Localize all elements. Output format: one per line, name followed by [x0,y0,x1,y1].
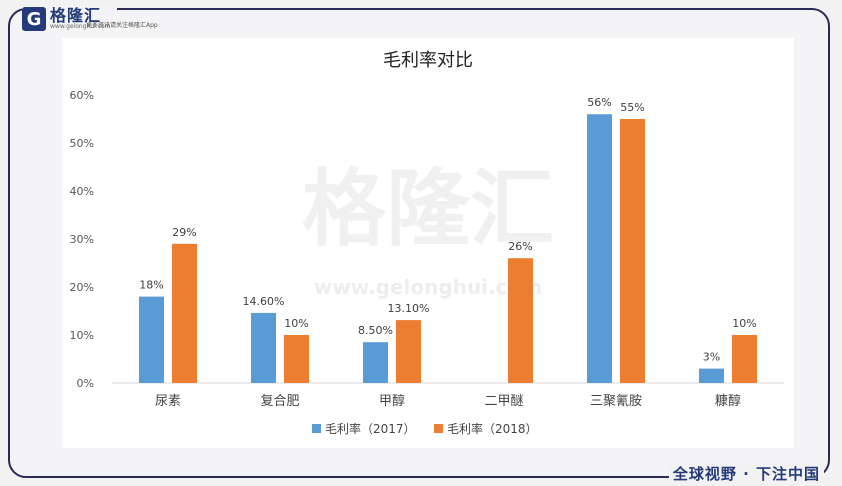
x-tick-label: 尿素 [155,394,181,409]
brand-url: www.gelonghui.com [50,23,111,30]
chart-title: 毛利率对比 [383,50,473,71]
bar-2017 [587,114,612,383]
bar-2018 [284,335,309,383]
x-tick-label: 甲醇 [379,393,405,409]
chart-legend: 毛利率（2017） 毛利率（2018） [312,421,538,436]
bar-chart: 格隆汇 www.gelonghui.com 毛利率对比 0% 10% 20% 30% 4… [70,50,784,436]
bar-2018 [508,258,533,383]
bar-2018 [396,320,421,383]
y-tick-label: 20% [70,281,94,294]
data-label: 55% [620,101,644,114]
bar-2017 [699,368,724,383]
x-tick-label: 糠醇 [715,393,741,409]
bar-2018 [172,243,197,383]
data-label: 56% [587,96,611,109]
data-label: 14.60% [243,295,285,308]
legend-label: 毛利率（2018） [447,421,538,436]
data-label: 10% [732,317,756,330]
brand-tagline: 更多资讯请关注格隆汇App [86,22,158,29]
bar-2018 [620,119,645,383]
y-tick-label: 50% [70,137,94,150]
legend-swatch [312,424,321,433]
data-label: 3% [703,351,720,364]
bar-2017 [363,342,388,383]
data-label: 8.50% [358,324,393,337]
chart-panel: 格隆汇 www.gelonghui.com 毛利率对比 0% 10% 20% 30% 4… [62,38,794,448]
bar-2017 [251,312,276,383]
y-tick-label: 30% [70,233,94,246]
brand-logo: G 格隆汇 www.gelonghui.com [22,6,117,32]
x-tick-label: 复合肥 [260,394,299,409]
y-tick-label: 0% [77,377,94,390]
bar-2018 [732,335,757,383]
data-label: 18% [139,279,163,292]
y-tick-label: 10% [70,329,94,342]
data-label: 10% [284,317,308,330]
legend-swatch [434,424,443,433]
chart-bars: 18% 29% 14.60% 10% 8.50% 13.10% 26% 56% 55% 3% 10% [139,96,757,383]
data-label: 29% [172,226,196,239]
x-tick-label: 二甲醚 [484,394,523,409]
chart-axes: 0% 10% 20% 30% 40% 50% 60% 尿素 复合肥 甲醇 二甲醚 三聚氰胺 糠醇 [70,89,784,409]
y-tick-label: 40% [70,185,94,198]
watermark-url: www.gelonghui.com [314,275,542,299]
brand-name: 格隆汇 [50,6,102,25]
watermark: 格隆汇 [302,160,554,258]
x-tick-label: 三聚氰胺 [590,393,642,409]
data-label: 26% [508,240,532,253]
legend-label: 毛利率（2017） [325,421,416,436]
brand-slogan: 全球视野 · 下注中国 [668,463,824,484]
logo-g-icon: G [22,7,46,31]
bar-2017 [139,296,164,383]
data-label: 13.10% [388,302,430,315]
y-tick-label: 60% [70,89,94,102]
